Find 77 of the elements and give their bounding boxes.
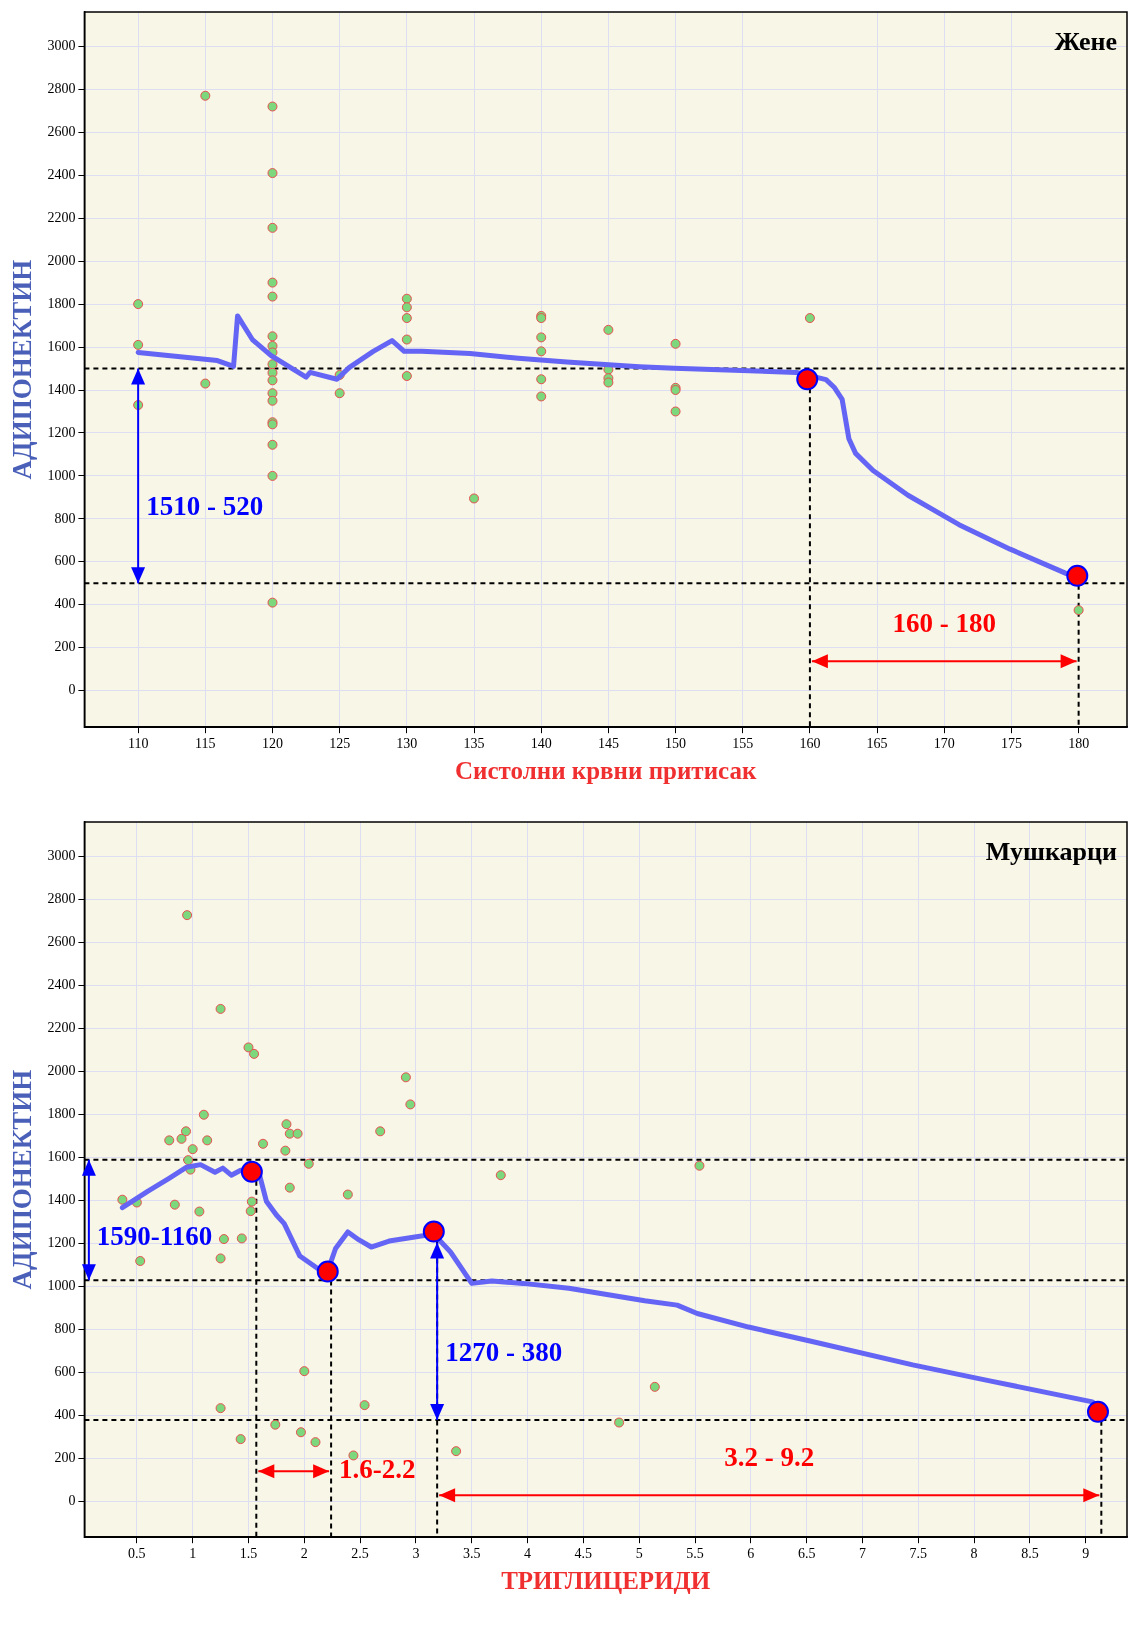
y-tick-label: 1200 — [47, 1235, 76, 1251]
x-tick-label: 2.5 — [351, 1546, 369, 1562]
y-tick-label: 1800 — [47, 1106, 76, 1122]
x-tick-label: 160 — [799, 736, 821, 752]
x-tick-label: 110 — [127, 736, 149, 752]
x-tick-label: 6.5 — [797, 1546, 816, 1562]
x-tick-label: 5.5 — [686, 1546, 704, 1562]
y-tick-label: 1600 — [47, 1149, 76, 1165]
x-axis-title: Систолни крвни притисак — [455, 757, 757, 785]
annotation: 160 - 180 — [892, 608, 997, 639]
x-tick-label: 0.5 — [128, 1546, 146, 1562]
y-tick-label: 0 — [68, 1493, 76, 1509]
x-tick-label: 3 — [412, 1546, 420, 1562]
y-tick-label: 2800 — [47, 80, 76, 96]
x-tick-label: 4 — [524, 1546, 532, 1562]
y-tick-label: 2000 — [47, 1063, 76, 1079]
y-tick-label: 800 — [54, 510, 76, 526]
y-tick-label: 2200 — [47, 1020, 76, 1036]
x-tick-label: 150 — [665, 736, 687, 752]
y-tick-label: 200 — [54, 639, 76, 655]
x-tick-label: 2 — [300, 1546, 308, 1562]
x-tick-label: 165 — [866, 736, 888, 752]
x-tick-label: 180 — [1068, 736, 1090, 752]
y-tick-label: 600 — [54, 1364, 76, 1380]
x-tick-label: 4.5 — [574, 1546, 593, 1562]
annotation: 1590-1160 — [96, 1220, 213, 1251]
y-tick-label: 2600 — [47, 934, 76, 950]
x-tick-label: 175 — [1000, 736, 1022, 752]
x-tick-label: 1 — [189, 1546, 197, 1562]
x-tick-label: 9 — [1082, 1546, 1090, 1562]
x-tick-label: 6 — [747, 1546, 755, 1562]
y-tick-label: 1000 — [47, 467, 76, 483]
y-tick-label: 2000 — [47, 252, 76, 268]
y-tick-label: 1400 — [47, 381, 76, 397]
y-axis-title: АДИПОНЕКТИН — [7, 259, 38, 480]
y-tick-label: 1600 — [47, 338, 76, 354]
x-tick-label: 125 — [329, 736, 351, 752]
text: Мушкарци — [985, 836, 1118, 866]
annotation: 3.2 - 9.2 — [724, 1442, 815, 1473]
x-tick-label: 7.5 — [909, 1546, 928, 1562]
y-tick-label: 3000 — [47, 38, 76, 54]
y-tick-label: 1400 — [47, 1192, 76, 1208]
x-tick-label: 1.5 — [239, 1546, 258, 1562]
y-tick-label: 2200 — [47, 209, 76, 225]
annotation: 1270 - 380 — [445, 1336, 563, 1367]
annotation: 1510 - 520 — [146, 491, 264, 522]
y-tick-label: 3000 — [47, 848, 76, 864]
y-tick-label: 200 — [54, 1450, 76, 1466]
y-axis-title: АДИПОНЕКТИН — [7, 1069, 38, 1290]
y-tick-label: 400 — [54, 1407, 76, 1423]
x-tick-label: 8 — [970, 1546, 978, 1562]
y-tick-label: 1000 — [47, 1278, 76, 1294]
x-tick-label: 135 — [463, 736, 485, 752]
x-tick-label: 7 — [858, 1546, 866, 1562]
x-axis-title: ТРИГЛИЦЕРИДИ — [501, 1567, 711, 1595]
y-tick-label: 800 — [54, 1321, 76, 1337]
y-tick-label: 2400 — [47, 977, 76, 993]
x-tick-label: 130 — [396, 736, 418, 752]
y-tick-label: 2800 — [47, 891, 76, 907]
annotation: 1.6-2.2 — [339, 1454, 416, 1485]
x-tick-label: 3.5 — [463, 1546, 481, 1562]
x-tick-label: 115 — [195, 736, 216, 752]
y-tick-label: 600 — [54, 553, 76, 569]
y-tick-label: 1200 — [47, 424, 76, 440]
x-tick-label: 155 — [732, 736, 754, 752]
text: Жене — [1054, 26, 1117, 56]
x-tick-label: 8.5 — [1021, 1546, 1039, 1562]
y-tick-label: 2400 — [47, 166, 76, 182]
x-tick-label: 170 — [933, 736, 955, 752]
y-tick-label: 2600 — [47, 123, 76, 139]
x-tick-label: 145 — [597, 736, 619, 752]
x-tick-label: 5 — [635, 1546, 643, 1562]
y-tick-label: 0 — [68, 682, 76, 698]
x-tick-label: 120 — [262, 736, 283, 752]
x-tick-label: 140 — [530, 736, 552, 752]
y-tick-label: 400 — [54, 596, 76, 612]
y-tick-label: 1800 — [47, 295, 76, 311]
